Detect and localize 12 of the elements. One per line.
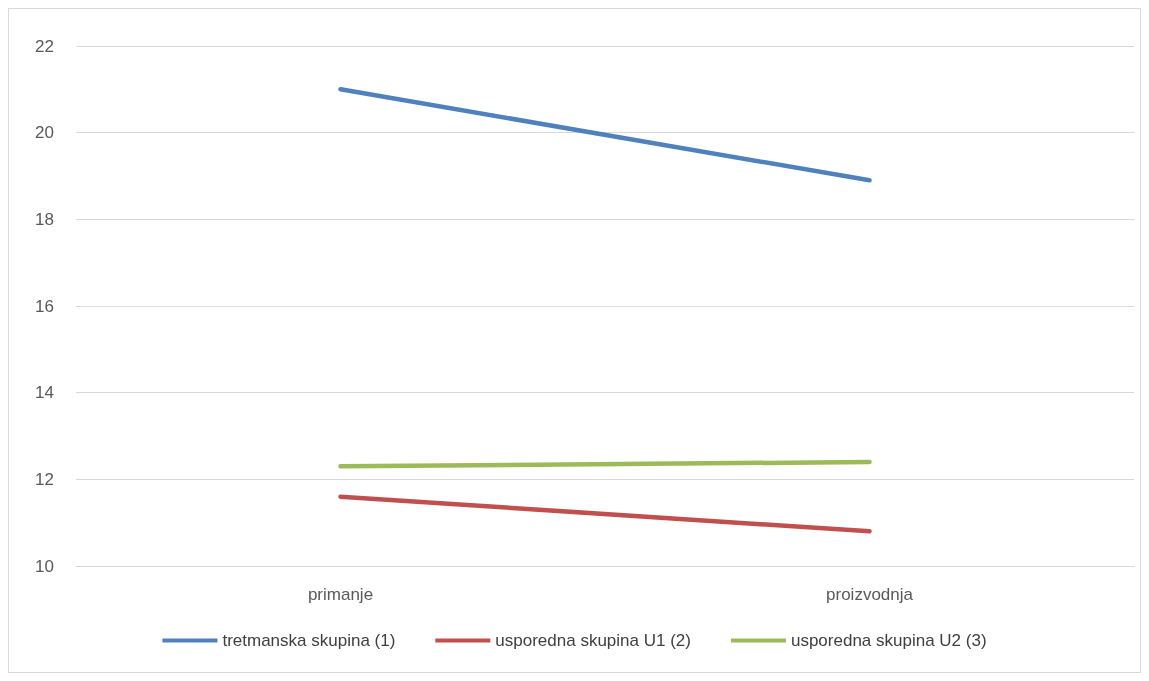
y-tick-label: 12 — [35, 469, 54, 489]
y-tick-label: 10 — [35, 556, 54, 576]
legend-label: usporedna skupina U1 (2) — [495, 631, 691, 650]
x-tick-label: primanje — [307, 585, 374, 604]
y-tick-label: 18 — [35, 209, 54, 229]
legend-label: usporedna skupina U2 (3) — [790, 631, 987, 650]
x-tick-label: proizvodnja — [826, 585, 914, 604]
y-tick-label: 20 — [35, 123, 54, 143]
y-tick-label: 22 — [35, 36, 54, 56]
y-tick-label: 16 — [35, 296, 54, 316]
legend-label: tretmanska skupina (1) — [222, 631, 396, 650]
y-tick-label: 14 — [35, 383, 54, 403]
